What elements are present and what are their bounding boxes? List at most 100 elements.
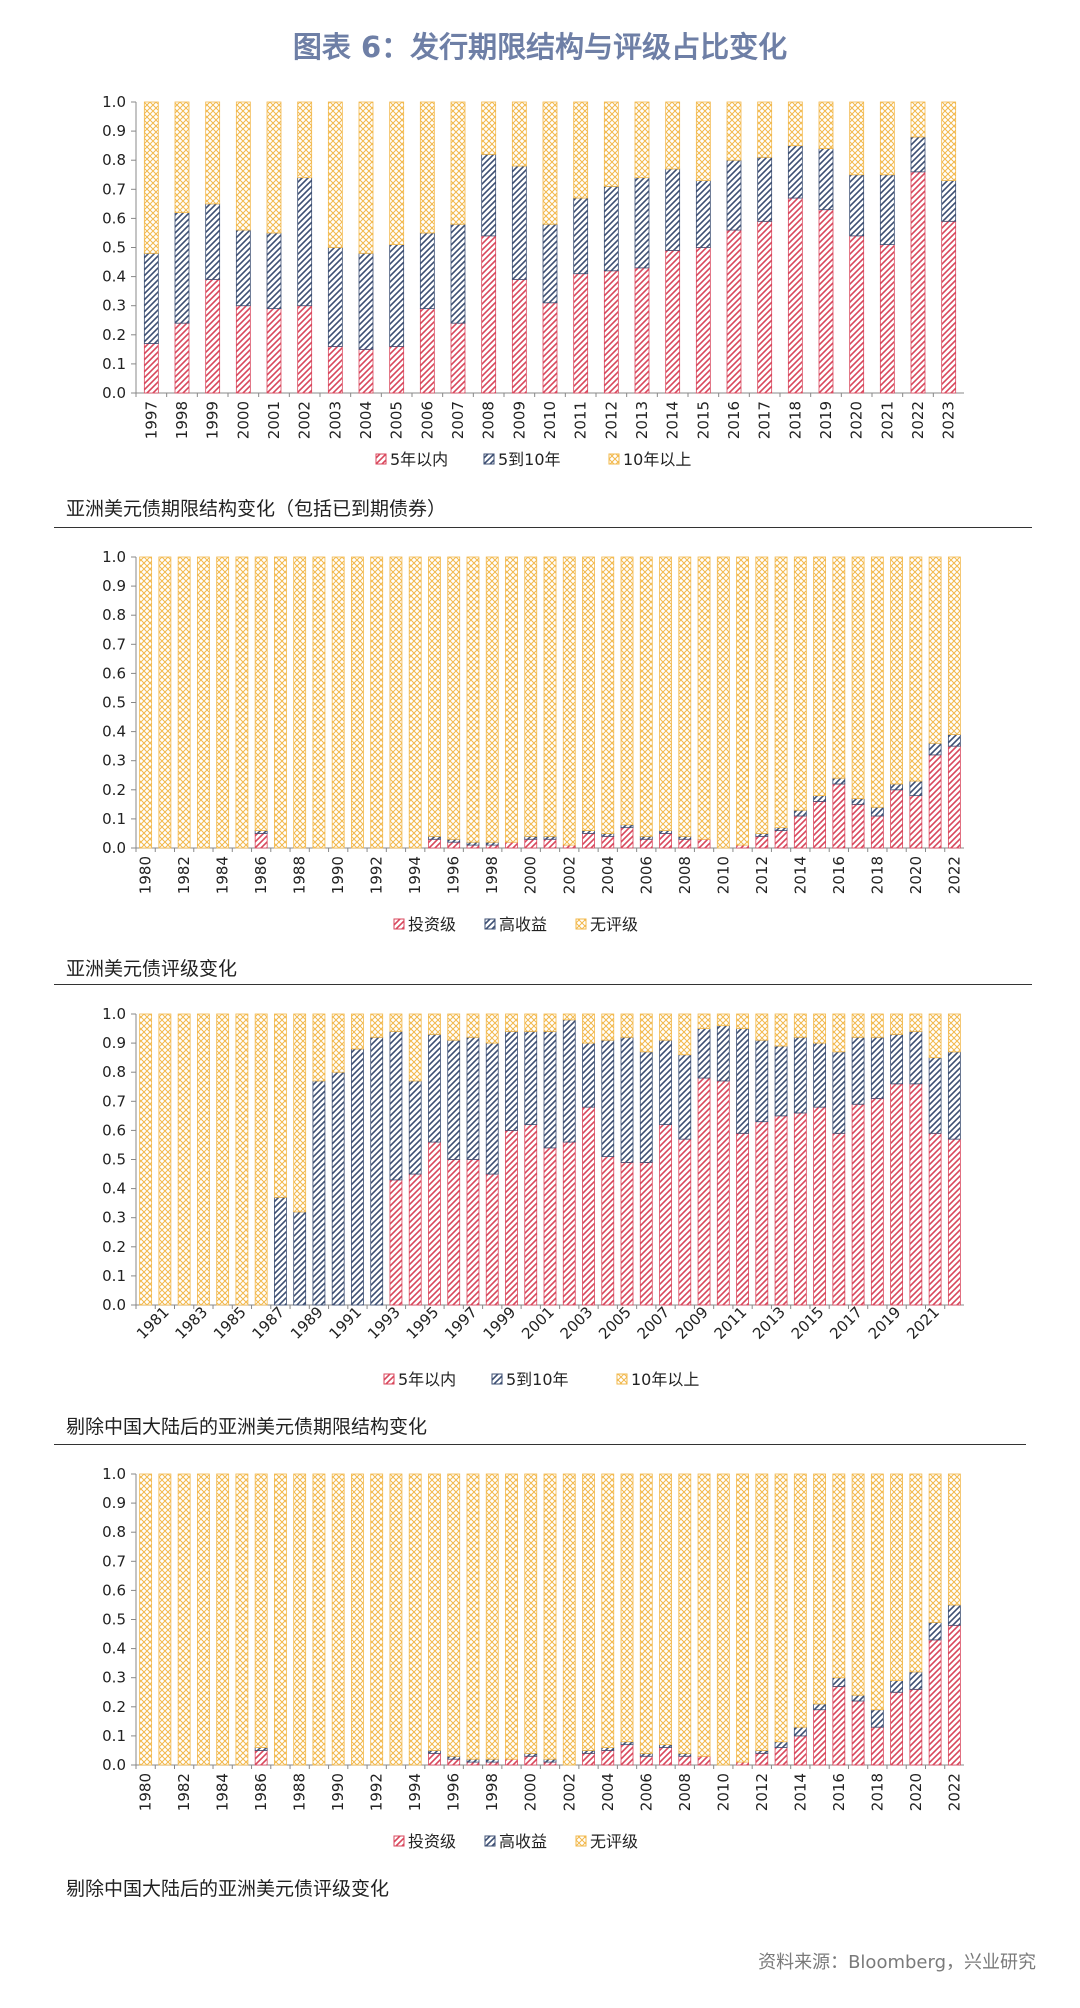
bar-segment-c: [620, 1473, 634, 1743]
bar-segment-b: [755, 1039, 769, 1123]
bar-segment-a: [601, 835, 615, 849]
bar-segment-a: [235, 305, 251, 394]
bar-segment-a: [254, 1750, 268, 1766]
bar-segment-a: [697, 1077, 711, 1306]
bar-segment-c: [697, 1013, 711, 1029]
x-tick-label: 1980: [137, 1773, 155, 1811]
bar-segment-b: [787, 145, 803, 199]
bar-segment-b: [774, 827, 788, 831]
x-tick-label: 1993: [364, 1303, 404, 1343]
x-tick-label: 2011: [711, 1303, 751, 1343]
legend-swatch: [608, 453, 620, 465]
bar-segment-b: [813, 1042, 826, 1108]
x-tick-label: 1998: [483, 1773, 501, 1811]
bar-segment-b: [665, 168, 681, 251]
bar-segment-c: [851, 1013, 865, 1038]
bar-segment-c: [505, 1473, 518, 1760]
x-tick-label: 2008: [676, 1773, 694, 1811]
bar-segment-b: [870, 806, 884, 817]
bar-segment-c: [327, 101, 343, 248]
bar-segment-b: [755, 1750, 769, 1754]
x-tick-label: 2022: [909, 401, 927, 439]
bar-segment-b: [909, 780, 923, 797]
bar-segment-b: [562, 1019, 576, 1143]
x-tick-label: 2008: [676, 856, 694, 894]
bar-segment-b: [890, 1680, 904, 1693]
bar-segment-c: [370, 1473, 384, 1766]
y-tick-label: 0.8: [102, 1523, 126, 1541]
page-title: 图表 6：发行期限结构与评级占比变化: [292, 30, 788, 64]
bar-segment-b: [620, 1741, 634, 1746]
bar-segment-c: [274, 1013, 287, 1198]
x-tick-label: 2005: [595, 1303, 635, 1343]
bar-segment-c: [177, 556, 191, 849]
bar-segment-a: [697, 838, 711, 849]
legend-swatch: [383, 1373, 395, 1385]
y-tick-label: 0.1: [102, 810, 126, 828]
bar-segment-c: [601, 556, 615, 834]
x-tick-label: 2004: [357, 401, 375, 439]
bar-segment-c: [774, 1013, 788, 1047]
bar-segment-c: [389, 556, 403, 849]
bar-segment-c: [793, 1473, 807, 1728]
legend-swatch: [375, 453, 387, 465]
bar-segment-c: [266, 101, 282, 234]
bar-segment-a: [466, 1159, 480, 1306]
bar-segment-c: [505, 1013, 518, 1032]
bar-segment-b: [678, 1752, 692, 1757]
bar-segment-c: [620, 1013, 634, 1038]
y-tick-label: 0.1: [102, 1267, 126, 1285]
bar-segment-a: [505, 1129, 518, 1306]
chart-caption-maturity-structure: 亚洲美元债期限结构变化（包括已到期债券）: [66, 498, 447, 520]
bar-segment-c: [757, 101, 773, 158]
x-tick-label: 2004: [599, 856, 617, 894]
bar-segment-c: [297, 101, 313, 179]
bar-segment-a: [524, 1124, 538, 1306]
bar-segment-c: [254, 556, 268, 831]
bar-segment-b: [601, 833, 615, 837]
x-tick-label: 2006: [637, 856, 655, 894]
bar-segment-b: [832, 1677, 846, 1687]
bar-segment-c: [601, 1013, 615, 1041]
bar-segment-b: [716, 1025, 730, 1082]
legend-label: 高收益: [499, 915, 547, 934]
bar-segment-a: [928, 1639, 942, 1766]
x-tick-label: 2002: [560, 1773, 578, 1811]
bar-segment-c: [716, 1013, 730, 1027]
bar-segment-c: [143, 101, 159, 254]
bar-segment-a: [813, 1709, 826, 1766]
bar-segment-b: [870, 1709, 884, 1728]
bar-segment-a: [793, 1735, 807, 1766]
bar-segment-a: [543, 1761, 557, 1766]
bar-segment-b: [851, 1036, 865, 1105]
bar-segment-c: [603, 101, 619, 187]
bar-segment-a: [678, 838, 692, 849]
x-tick-label: 2006: [637, 1773, 655, 1811]
bar-segment-c: [639, 1013, 653, 1053]
y-tick-label: 0.0: [102, 1756, 126, 1774]
legend-label: 投资级: [408, 915, 456, 934]
bar-segment-b: [466, 841, 480, 846]
bar-segment-c: [870, 1473, 884, 1711]
bar-segment-c: [659, 1013, 672, 1041]
bar-segment-b: [485, 841, 499, 846]
bar-segment-c: [428, 556, 441, 837]
y-tick-label: 0.8: [102, 606, 126, 624]
bar-segment-a: [870, 1726, 884, 1766]
bar-segment-c: [428, 1473, 441, 1751]
bar-segment-c: [389, 1473, 403, 1766]
bar-segment-c: [928, 556, 942, 744]
bar-segment-b: [695, 180, 711, 248]
x-tick-label: 1986: [252, 856, 270, 894]
y-tick-label: 0.8: [102, 151, 126, 169]
y-tick-label: 0.7: [102, 180, 126, 198]
y-tick-label: 0.6: [102, 209, 126, 227]
chart-rating-change: 0.0 0.1 0.2 0.3 0.4 0.5 0.6 0.7 0.8 0.9 1.0 1980 198…: [102, 548, 964, 934]
bar-segment-b: [870, 1036, 884, 1099]
y-tick-label: 0.9: [102, 1034, 126, 1052]
bar-segment-a: [879, 244, 895, 394]
bar-segment-a: [910, 171, 926, 394]
bar-segment-a: [639, 1755, 653, 1766]
x-tick-label: 1988: [291, 856, 309, 894]
bar-segment-a: [205, 279, 221, 394]
